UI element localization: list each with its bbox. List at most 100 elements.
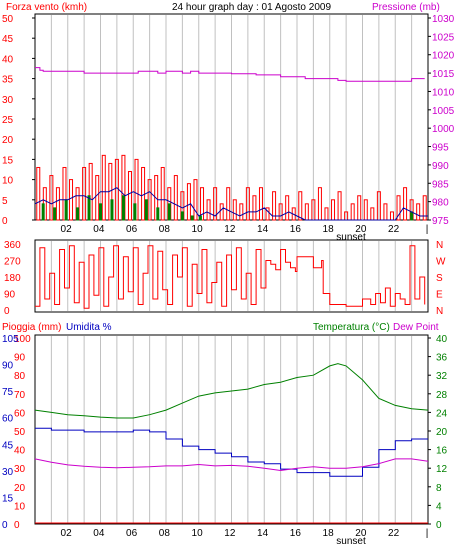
green-bar [110, 199, 114, 221]
rain-tick-label: 30 [14, 464, 26, 475]
gust-bar [396, 195, 401, 221]
wind-average-line [34, 187, 428, 221]
x-tick-label: 20 [355, 224, 367, 235]
x-tick-label: 14 [257, 224, 269, 235]
x-tick-label: 12 [224, 224, 236, 235]
green-bar [167, 203, 171, 221]
humidity-tick-label: 60 [2, 414, 14, 425]
temperature-tick-label: 4 [436, 501, 442, 512]
gust-bar [265, 207, 270, 221]
gust-bar [278, 203, 283, 221]
gust-bar [272, 191, 277, 221]
rain-humidity-temp-panel: 02 04 06 08 10 12 14 16 18 20 22 |sunset01020304050… [2, 334, 448, 547]
y-right-tick-label: 1015 [432, 69, 455, 80]
y-left-tick-label: 50 [2, 14, 14, 25]
gust-bar [252, 195, 257, 221]
gust-bar [226, 187, 231, 221]
gust-bar [422, 195, 427, 221]
gust-bar [127, 171, 132, 221]
dewpoint-axis-title: Dew Point [393, 322, 439, 333]
gust-bar [55, 187, 60, 221]
humidity-tick-label: 0 [2, 520, 8, 531]
y-left-tick-label: 40 [2, 54, 14, 65]
x-tick-label: 10 [192, 528, 204, 539]
humidity-axis-title: Umidita % [66, 322, 112, 333]
rain-tick-label: 90 [14, 353, 26, 364]
gust-bar [200, 187, 205, 221]
gust-bar [186, 183, 191, 221]
temperature-tick-label: 32 [436, 371, 448, 382]
rain-tick-label: 40 [14, 446, 26, 457]
humidity-tick-label: 90 [2, 361, 14, 372]
sunset-label: sunset [336, 536, 366, 547]
direction-tick-label: 270 [4, 257, 21, 268]
y-right-tick-label: 990 [432, 161, 449, 172]
x-tick-label: 04 [93, 224, 105, 235]
rain-tick-label: 70 [14, 390, 26, 401]
humidity-tick-label: 30 [2, 467, 14, 478]
y-right-tick-label: 1010 [432, 87, 455, 98]
x-tick-label: 22 [388, 224, 400, 235]
x-tick-label: 04 [93, 528, 105, 539]
x-tick-label: | [426, 224, 429, 235]
gust-bar [213, 187, 218, 221]
green-bar [410, 211, 414, 221]
rain-tick-label: 80 [14, 371, 26, 382]
rain-tick-label: 0 [14, 520, 20, 531]
y-left-tick-label: 10 [2, 176, 14, 187]
green-bar [121, 195, 125, 221]
rain-tick-label: 10 [14, 501, 26, 512]
direction-tick-label: 360 [4, 240, 21, 251]
direction-tick-label: 180 [4, 273, 21, 284]
compass-label: N [436, 306, 443, 317]
green-bar [53, 207, 57, 221]
gust-bar [147, 179, 152, 221]
compass-label: S [436, 273, 443, 284]
x-tick-label: 02 [61, 528, 73, 539]
gust-bar [49, 175, 54, 221]
gust-bar [245, 187, 250, 221]
gust-bar [298, 191, 303, 221]
humidity-tick-label: 75 [2, 387, 14, 398]
x-tick-label: 10 [192, 224, 204, 235]
x-tick-label: 14 [257, 528, 269, 539]
graph-title: 24 hour graph day : 01 Agosto 2009 [172, 2, 331, 13]
gust-bar [219, 203, 224, 221]
y-left-tick-label: 30 [2, 95, 14, 106]
gust-bar [193, 179, 198, 221]
y-right-tick-label: 1005 [432, 106, 455, 117]
green-bar [156, 207, 160, 221]
y-left-tick-label: 0 [2, 216, 8, 227]
x-tick-label: 18 [323, 528, 335, 539]
rain-tick-label: 20 [14, 483, 26, 494]
green-bar [99, 203, 102, 221]
gust-bar [173, 175, 178, 221]
dewpoint-line [34, 458, 429, 472]
y-left-tick-label: 45 [2, 34, 14, 45]
gust-bar [239, 203, 244, 221]
gust-bar [134, 158, 139, 221]
temperature-axis-title: Temperatura (°C) [313, 322, 390, 333]
direction-tick-label: 90 [4, 290, 16, 301]
gust-bar [88, 162, 93, 221]
x-tick-label: 12 [224, 528, 236, 539]
temperature-tick-label: 24 [436, 408, 448, 419]
gust-bar [160, 166, 165, 221]
compass-label: E [436, 290, 443, 301]
y-left-tick-label: 20 [2, 135, 14, 146]
temperature-tick-label: 0 [436, 520, 442, 531]
green-bar [76, 207, 80, 221]
sunset-label: sunset [336, 232, 366, 243]
y-right-tick-label: 1030 [432, 14, 455, 25]
wind-axis-title: Forza vento (kmh) [6, 2, 87, 13]
compass-label: W [436, 257, 446, 268]
humidity-tick-label: 105 [2, 334, 19, 345]
gust-bar [258, 187, 263, 221]
x-tick-label: 08 [159, 528, 171, 539]
y-left-tick-label: 35 [2, 75, 14, 86]
green-bar [87, 195, 91, 221]
pressure-line [35, 67, 425, 82]
x-tick-label: 06 [126, 224, 138, 235]
green-bar [198, 215, 202, 221]
